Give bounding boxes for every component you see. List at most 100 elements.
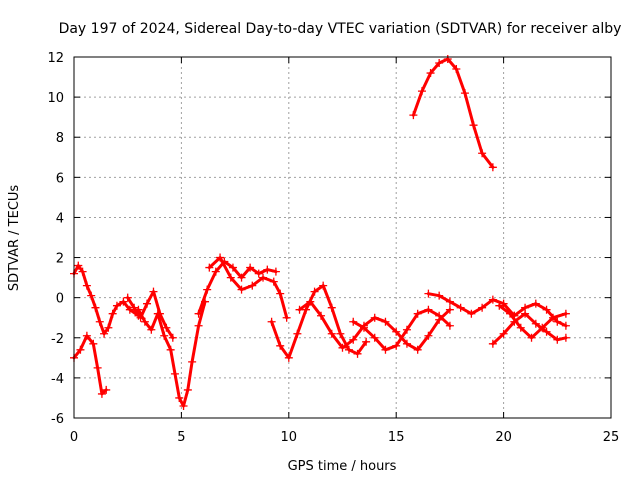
y-tick-label: -4 [51,372,64,387]
data-point [349,335,358,344]
data-point [452,65,461,74]
data-point [108,309,117,318]
data-point [426,69,435,78]
series-sat-c [134,297,210,410]
data-point [424,289,433,298]
plot-frame [73,56,612,419]
y-axis: -6 -4 -2 0 2 4 6 8 10 12 [47,51,611,427]
x-axis: 0 5 10 15 20 25 [70,57,619,445]
data-point [413,345,422,354]
data-point [456,303,465,312]
y-tick-label: -2 [51,332,64,347]
y-tick-label: 2 [56,252,64,267]
chart-title: Day 197 of 2024, Sidereal Day-to-day VTE… [59,21,622,37]
data-point [542,305,551,314]
data-point [91,303,100,312]
series-sat-n [510,299,570,330]
x-axis-label: GPS time / hours [288,459,397,474]
data-point [284,353,293,362]
data-point [424,331,433,340]
series-sat-f [205,253,291,322]
series-sat-h [295,297,454,354]
data-point [140,317,149,326]
series-trace [136,300,207,408]
data-point [306,297,315,306]
series-trace [72,264,140,336]
series-trace [351,308,452,352]
data-point [362,337,371,346]
data-point [179,401,188,410]
data-point [561,333,570,342]
data-point [183,385,192,394]
data-point [175,393,184,402]
y-axis-label: SDTVAR / TECUs [7,185,22,292]
data-point [344,345,353,354]
data-point [78,267,87,276]
data-point [460,89,469,98]
data-point [488,295,497,304]
data-point [162,323,171,332]
data-point [248,281,257,290]
data-point [76,345,85,354]
data-point [381,317,390,326]
data-point [267,317,276,326]
data-point [370,313,379,322]
x-tick-label: 20 [495,430,512,445]
data-point [349,317,358,326]
data-point [370,333,379,342]
series-sat-d [123,287,177,342]
data-point [237,273,246,282]
data-point [359,323,368,332]
data-point [295,305,304,314]
x-tick-label: 15 [388,430,405,445]
data-point [478,149,487,158]
x-tick-label: 25 [603,430,620,445]
series-sat-j [409,55,497,172]
data-point [104,323,113,332]
data-point [211,267,220,276]
data-point [527,333,536,342]
y-tick-label: 12 [47,51,64,66]
data-point [445,321,454,330]
data-point [119,297,128,306]
data-point [392,327,401,336]
data-point [413,309,422,318]
data-point [445,297,454,306]
data-point [561,309,570,318]
data-point [435,291,444,300]
y-tick-label: 0 [56,292,64,307]
data-point [82,281,91,290]
series-sat-e [194,257,280,318]
x-tick-label: 0 [70,430,78,445]
data-point [194,309,203,318]
data-point [445,305,454,314]
data-point [327,303,336,312]
data-point [254,269,263,278]
data-point [143,299,152,308]
data-point [443,55,452,64]
data-point [531,299,540,308]
data-point [155,309,164,318]
data-point [269,277,278,286]
data-point [102,385,111,394]
data-point [510,311,519,320]
data-point [97,389,106,398]
data-point [478,303,487,312]
data-point [160,331,169,340]
data-point [293,329,302,338]
data-point [203,285,212,294]
series-sat-b [70,331,111,398]
data-point [561,321,570,330]
data-point [147,325,156,334]
data-point [282,313,291,322]
series-trace [411,57,495,169]
data-point [93,363,102,372]
data-point [531,319,540,328]
data-point [87,291,96,300]
data-point [310,287,319,296]
series-trace [491,312,568,346]
data-point [130,303,139,312]
grid [74,57,611,418]
data-point [276,289,285,298]
